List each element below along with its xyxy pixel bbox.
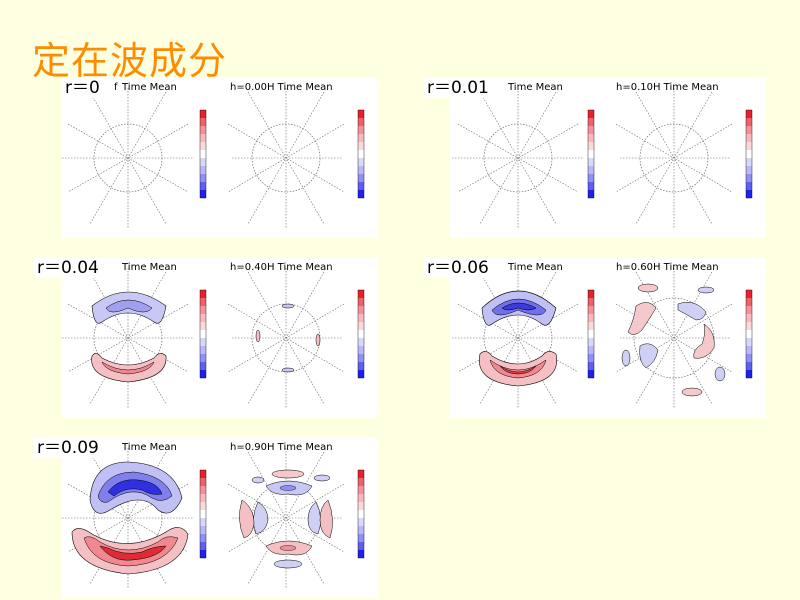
right-polar-plot <box>227 448 345 588</box>
r-label: r＝0.06 <box>424 258 492 278</box>
right-plot-title: h=0.60H Time Mean <box>616 262 719 273</box>
panel-plots <box>62 268 365 408</box>
right-polar-plot <box>227 88 345 228</box>
left-plot-title: Time Mean <box>122 262 177 273</box>
left-polar-plot <box>452 268 584 408</box>
panel-plots <box>452 88 753 228</box>
right-colorbar <box>357 289 365 379</box>
left-polar-plot <box>62 448 194 588</box>
left-plot-title: Time Mean <box>508 82 563 93</box>
panel-r004: r＝0.04 Time Mean h=0.40H Time Mean <box>34 258 378 418</box>
left-polar-plot <box>62 88 194 228</box>
left-polar-plot <box>62 268 194 408</box>
left-plot-title: Time Mean <box>508 262 563 273</box>
r-label: r＝0.04 <box>34 258 102 278</box>
right-plot-title: h=0.10H Time Mean <box>616 82 719 93</box>
right-colorbar <box>357 109 365 199</box>
right-colorbar <box>745 289 753 379</box>
right-polar-plot <box>227 268 345 408</box>
left-colorbar <box>199 469 207 559</box>
r-label: r＝0.01 <box>424 78 492 98</box>
left-polar-plot <box>452 88 584 228</box>
r-label: r＝0.09 <box>34 438 102 458</box>
left-plot-title: Time Mean <box>122 82 177 93</box>
right-colorbar <box>357 469 365 559</box>
page-title: 定在波成分 <box>32 39 228 83</box>
right-plot-title: h=0.00H Time Mean <box>230 82 333 93</box>
panel-r001: r＝0.01 Time Mean h=0.10H Time Mean <box>424 78 766 238</box>
right-polar-plot <box>615 268 733 408</box>
panel-plots <box>452 268 753 408</box>
right-plot-title: h=0.40H Time Mean <box>230 262 333 273</box>
panel-r009: r＝0.09 Time Mean h=0.90H Time Mean <box>34 438 378 598</box>
left-colorbar <box>587 289 595 379</box>
right-colorbar <box>745 109 753 199</box>
panel-plots <box>62 88 365 228</box>
right-plot-title: h=0.90H Time Mean <box>230 442 333 453</box>
r-label: r＝0 <box>62 78 103 98</box>
panel-r0: r＝0 f Time Mean h=0.00H Time Mean <box>62 78 378 238</box>
panel-plots <box>62 448 365 588</box>
left-colorbar <box>199 109 207 199</box>
right-polar-plot <box>615 88 733 228</box>
left-prefix: f <box>114 82 118 93</box>
left-colorbar <box>199 289 207 379</box>
panel-r006: r＝0.06 Time Mean h=0.60H Time Mean <box>424 258 766 418</box>
left-colorbar <box>587 109 595 199</box>
left-plot-title: Time Mean <box>122 442 177 453</box>
